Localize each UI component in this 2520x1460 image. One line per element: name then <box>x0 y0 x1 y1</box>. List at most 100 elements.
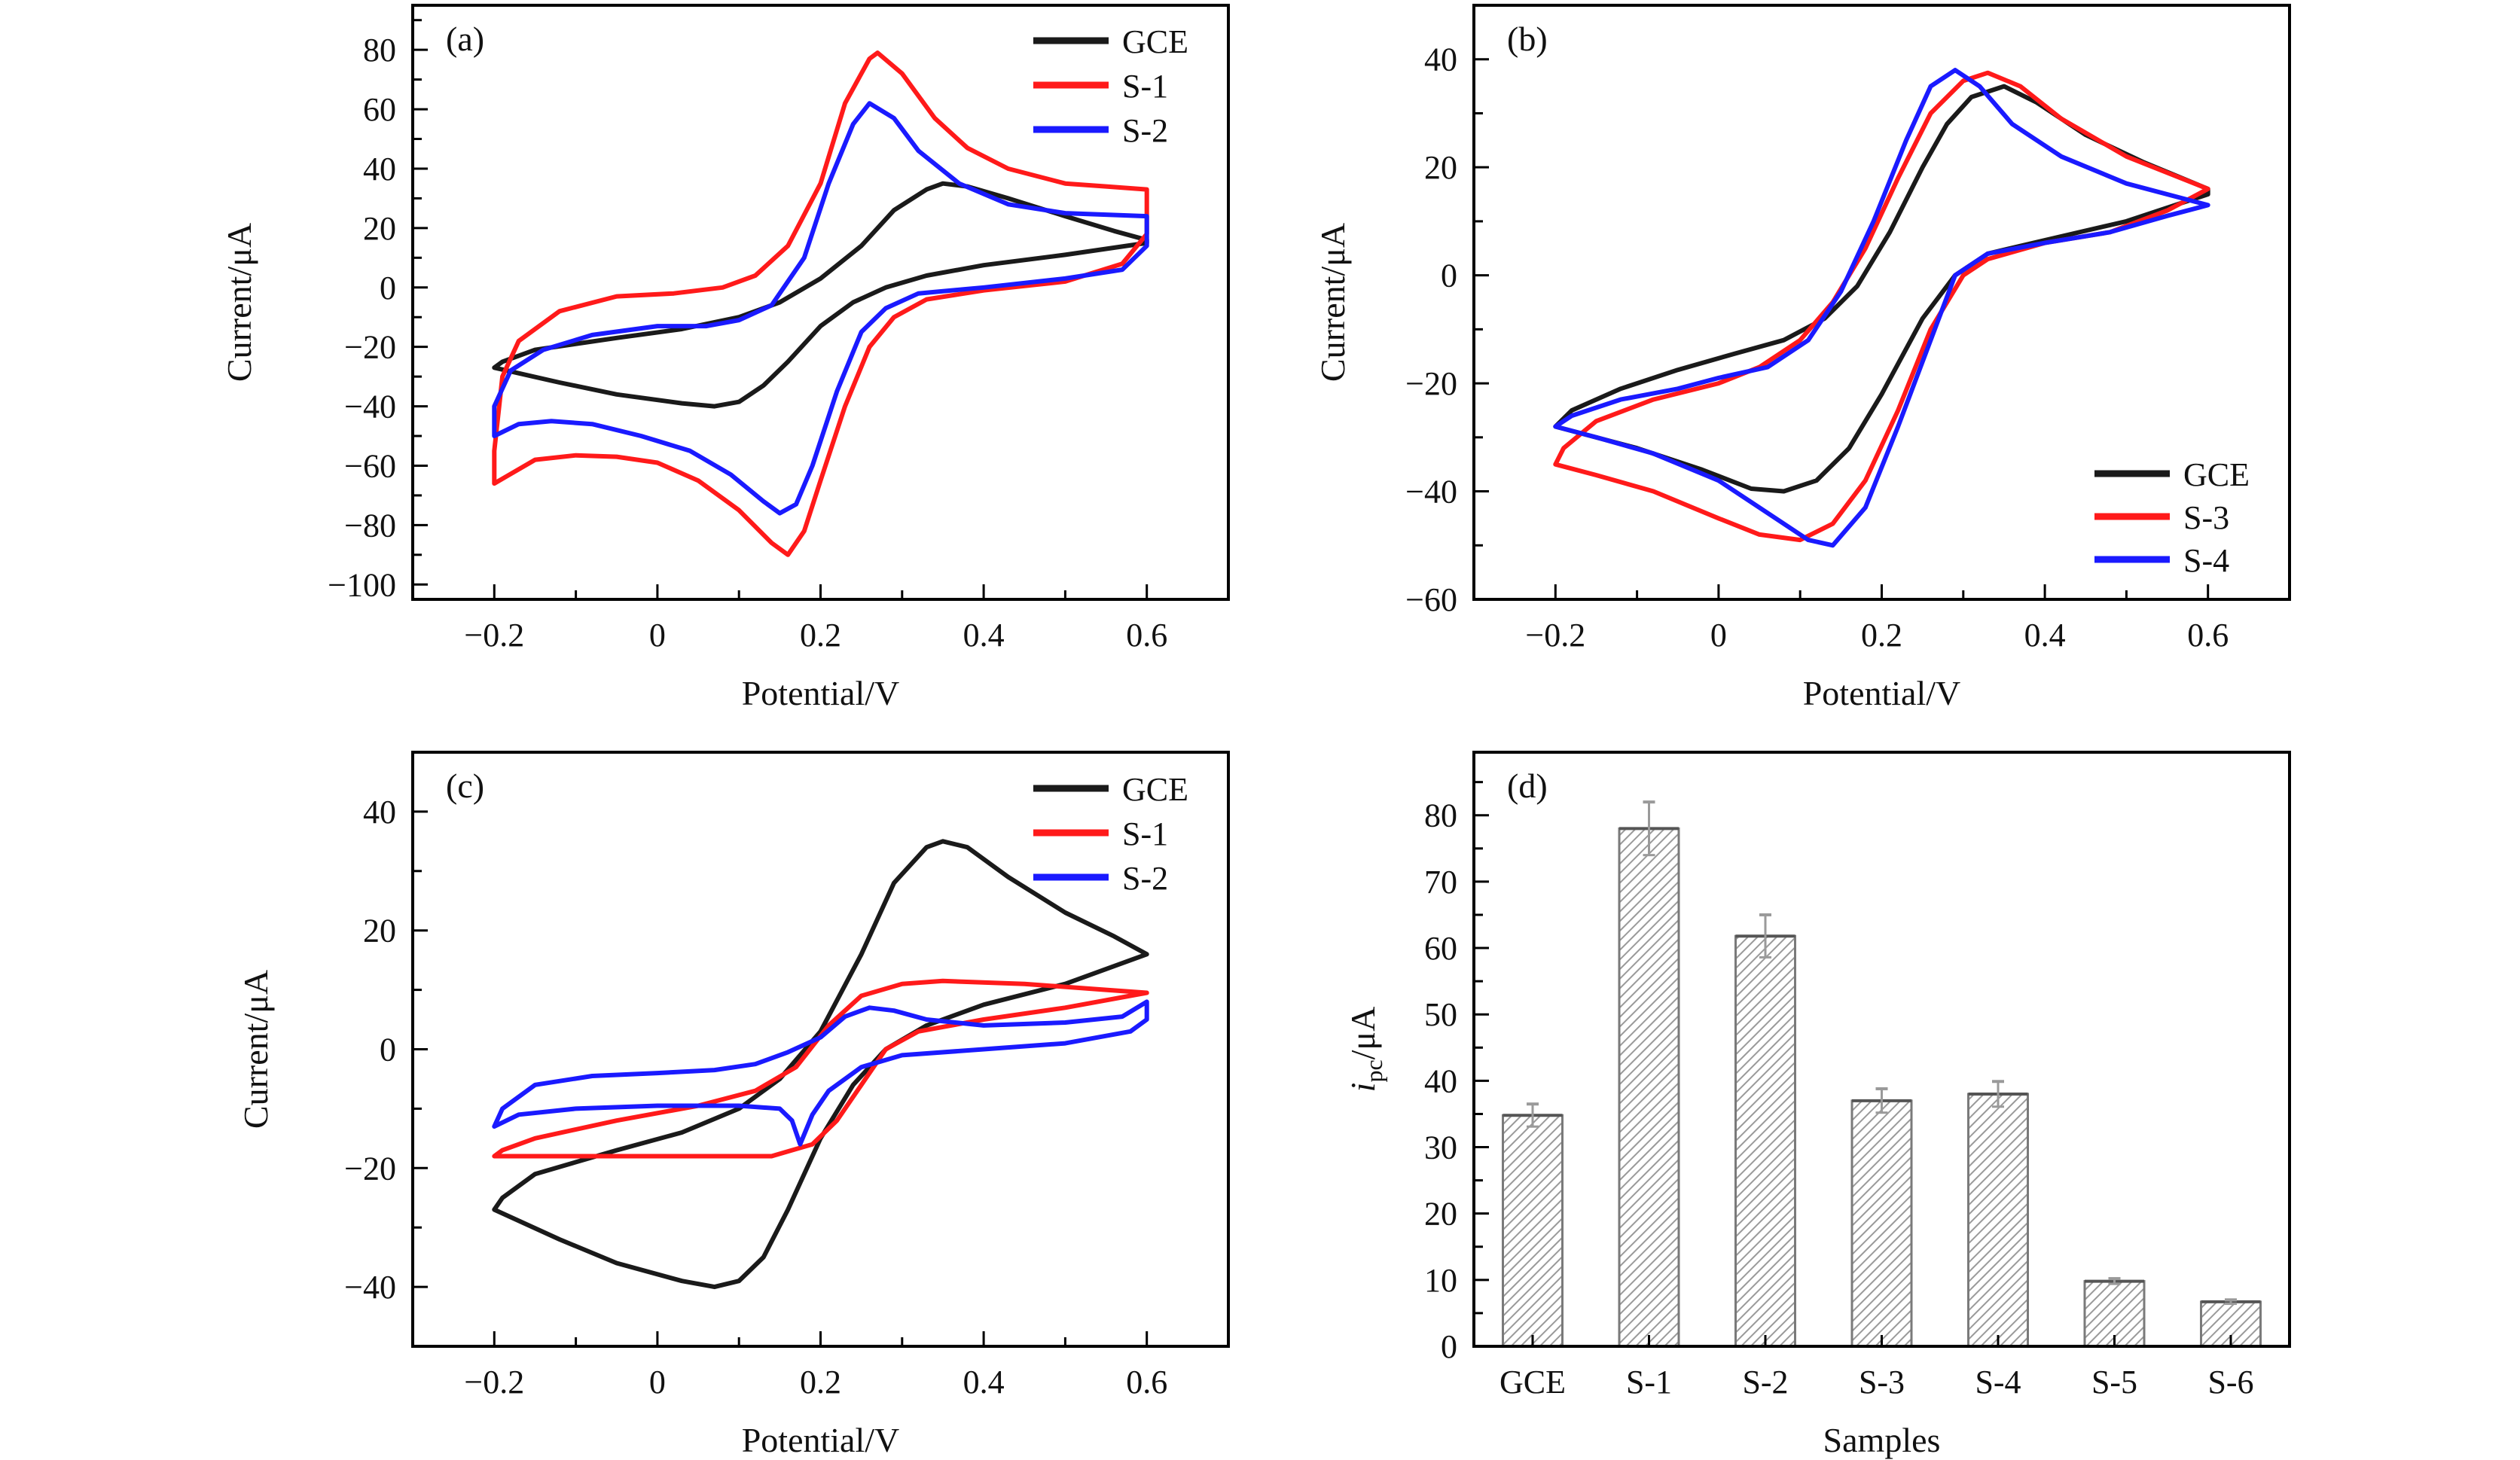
y-tick-label: 40 <box>363 151 396 187</box>
y-axis-label: Current/μA <box>220 223 258 382</box>
series-line-s-3 <box>1553 70 2210 543</box>
panel-a: −0.2 0 0.2 0.4 0.6 −100 −80 −60 −40 −20 0 20 40 60 80 P… <box>220 4 1230 712</box>
x-tick-label: 0.6 <box>2187 617 2229 654</box>
x-tick-label: 0 <box>1710 617 1727 654</box>
series-line-gce <box>492 839 1149 1290</box>
y-axis-label-subscript: pc <box>1360 1059 1387 1082</box>
y-tick-label: 80 <box>1424 797 1457 834</box>
y-tick-label: 30 <box>1424 1129 1457 1166</box>
x-tick-label: S-6 <box>2207 1364 2253 1401</box>
y-tick-label: 40 <box>363 794 396 831</box>
legend-item: GCE <box>1033 771 1188 808</box>
y-tick-label: 40 <box>1424 41 1457 78</box>
y-axis-label: Current/μA <box>236 970 275 1129</box>
legend-item: S-4 <box>2094 542 2229 579</box>
bar-s-4 <box>1967 1093 2029 1348</box>
y-tick-label: 20 <box>1424 149 1457 186</box>
y-axis-label: ipc/μA <box>1344 1007 1387 1093</box>
x-tick-label: 0 <box>649 1364 666 1401</box>
legend-item: S-1 <box>1033 815 1168 852</box>
x-tick-label: 0.6 <box>1126 617 1167 654</box>
legend-label: GCE <box>2183 456 2250 493</box>
legend-label: S-4 <box>2183 542 2229 579</box>
legend-label: GCE <box>1122 23 1188 60</box>
y-tick-label: 80 <box>363 32 396 69</box>
y-axis-label-symbol: i <box>1344 1083 1382 1093</box>
y-axis-label: Current/μA <box>1313 223 1352 382</box>
x-tick-label: S-2 <box>1742 1364 1788 1401</box>
x-tick-label: 0.2 <box>1861 617 1902 654</box>
x-axis-label: Potential/V <box>742 674 900 712</box>
x-axis-label: Potential/V <box>1803 674 1961 712</box>
x-tick-label: 0.4 <box>963 1364 1005 1401</box>
series-line-s-2 <box>492 101 1149 516</box>
bar-s-3 <box>1850 1099 1913 1348</box>
y-tick-label: 40 <box>1424 1062 1457 1099</box>
y-tick-label: 10 <box>1424 1262 1457 1299</box>
x-tick-label: S-5 <box>2091 1364 2137 1401</box>
y-tick-label: 60 <box>1424 930 1457 967</box>
legend-label: S-2 <box>1122 860 1168 897</box>
y-axis-label-unit: /μA <box>1344 1007 1382 1060</box>
legend: GCE S-1 S-2 <box>1033 23 1188 149</box>
panel-label: (c) <box>446 767 484 805</box>
y-tick-label: 0 <box>1441 258 1457 294</box>
y-tick-label: 20 <box>363 913 396 949</box>
x-axis-label: Samples <box>1823 1421 1941 1459</box>
panel-b: −0.2 0 0.2 0.4 0.6 −60 −40 −20 0 20 40 Potential/V C… <box>1313 4 2291 712</box>
series-line-s-2 <box>492 999 1149 1147</box>
x-tick-label: −0.2 <box>1525 617 1585 654</box>
x-tick-label: S-1 <box>1626 1364 1672 1401</box>
y-tick-label: 50 <box>1424 996 1457 1033</box>
plot-area-frame <box>1472 4 2291 601</box>
legend-item: S-1 <box>1033 68 1168 105</box>
y-tick-label: −40 <box>344 389 396 425</box>
y-tick-label: −80 <box>344 507 396 544</box>
x-tick-label: 0.2 <box>800 1364 841 1401</box>
legend-label: S-2 <box>1122 112 1168 149</box>
series-line-gce <box>492 181 1149 409</box>
y-tick-label: −20 <box>344 329 396 366</box>
panel-d: GCE S-1 S-2 S-3 S-4 S-5 S-6 0 10 20 30 40 50 60 70 80 Sa… <box>1344 751 2291 1459</box>
series-line-gce <box>1553 84 2210 494</box>
series-line-s-4 <box>1553 68 2210 548</box>
panel-label: (a) <box>446 20 484 58</box>
plot-area-frame <box>411 751 1230 1348</box>
y-tick-label: 0 <box>380 270 396 306</box>
y-tick-label: −20 <box>1405 365 1457 402</box>
y-tick-label: −100 <box>328 566 396 603</box>
y-tick-label: 60 <box>363 91 396 128</box>
legend-label: S-3 <box>2183 499 2229 536</box>
y-tick-label: 20 <box>363 210 396 247</box>
x-tick-label: S-4 <box>1975 1364 2021 1401</box>
legend-item: S-3 <box>2094 499 2229 536</box>
y-tick-label: −60 <box>1405 581 1457 618</box>
bar-gce <box>1502 1114 1564 1348</box>
x-tick-label: 0.6 <box>1126 1364 1167 1401</box>
legend-label: S-1 <box>1122 815 1168 852</box>
bar-s-2 <box>1734 934 1796 1348</box>
x-tick-label: −0.2 <box>464 1364 524 1401</box>
series-line-s-1 <box>492 978 1149 1159</box>
bar-s-1 <box>1618 827 1680 1348</box>
series-line-s-1 <box>492 50 1149 557</box>
legend: GCE S-1 S-2 <box>1033 771 1188 897</box>
panel-label: (d) <box>1507 767 1548 805</box>
legend-item: GCE <box>2094 456 2250 493</box>
plot-area-frame <box>411 4 1230 601</box>
legend-item: S-2 <box>1033 112 1168 149</box>
panel-c: −0.2 0 0.2 0.4 0.6 −40 −20 0 20 40 Potential/V Curr… <box>236 751 1230 1459</box>
legend-label: S-1 <box>1122 68 1168 105</box>
y-tick-label: 0 <box>380 1032 396 1068</box>
x-tick-label: S-3 <box>1859 1364 1905 1401</box>
x-tick-label: 0.4 <box>2024 617 2066 654</box>
x-tick-label: 0 <box>649 617 666 654</box>
x-axis-label: Potential/V <box>742 1421 900 1459</box>
x-tick-label: 0.4 <box>963 617 1005 654</box>
y-tick-label: −20 <box>344 1150 396 1187</box>
y-tick-label: −60 <box>344 447 396 484</box>
y-tick-label: −40 <box>1405 474 1457 511</box>
x-tick-label: GCE <box>1499 1364 1566 1401</box>
y-tick-label: 70 <box>1424 864 1457 901</box>
